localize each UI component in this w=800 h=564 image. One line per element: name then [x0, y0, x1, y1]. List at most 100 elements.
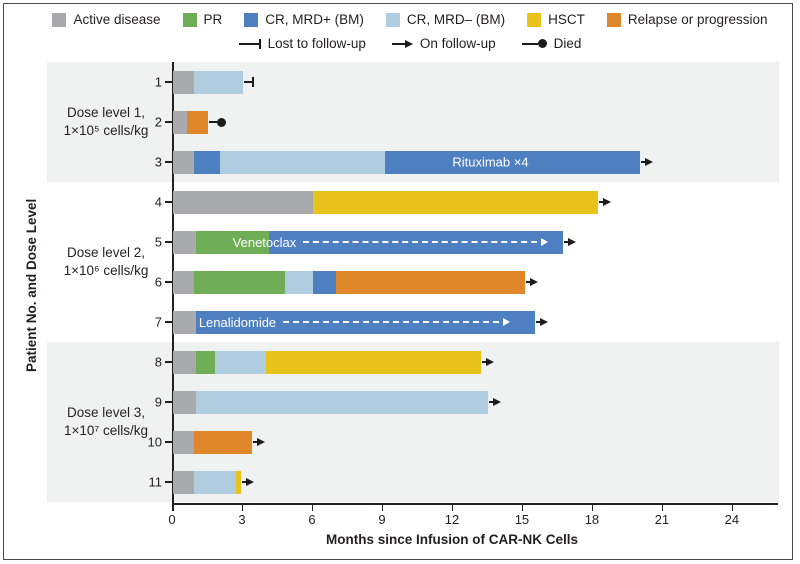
patient-number-label: 5: [154, 234, 162, 250]
patient-axis-tick: [165, 401, 172, 403]
line: [640, 161, 645, 163]
tri: [602, 198, 611, 206]
x-tick: [521, 504, 524, 511]
legend-item-label: CR, MRD+ (BM): [265, 12, 364, 27]
legend-markers: Lost to follow-up On follow-up Died: [40, 36, 780, 51]
x-axis-title: Months since Infusion of CAR-NK Cells: [325, 532, 579, 547]
patient-axis-tick: [165, 121, 172, 123]
bar-segment-active: [173, 150, 194, 174]
line: [526, 281, 531, 283]
line: [488, 401, 493, 403]
line: [481, 361, 486, 363]
line: [563, 241, 568, 243]
end-marker-arrow: [488, 396, 501, 408]
legend-item-label: HSCT: [548, 12, 585, 27]
patient-axis-tick: [165, 161, 172, 163]
legend-item-label: Died: [553, 36, 582, 51]
tri: [257, 438, 266, 446]
bar-segment-pr: [196, 230, 269, 254]
x-tick-label: 3: [238, 512, 246, 527]
legend-item-died: Died: [521, 36, 582, 51]
patient-axis-tick: [165, 361, 172, 363]
bar-segment-pr: [193, 270, 285, 294]
patient-bar-row: [173, 110, 208, 134]
bar-segment-crneg: [193, 70, 243, 94]
x-tick-label: 15: [514, 512, 530, 527]
bar-annotation-dash-line: [283, 321, 500, 323]
line: [391, 42, 405, 45]
line: [598, 201, 603, 203]
legend-item-label: Active disease: [73, 12, 161, 27]
x-tick-label: 21: [654, 512, 670, 527]
patient-number-label: 2: [154, 114, 162, 130]
patient-number-label: 9: [154, 394, 162, 410]
died-marker-icon: [521, 39, 547, 48]
bar-segment-relapse: [193, 430, 253, 454]
legend-item-relapse: Relapse or progression: [606, 12, 768, 27]
tri: [245, 478, 254, 486]
legend-item-pr: PR: [182, 12, 223, 27]
bar-segment-crneg: [284, 270, 313, 294]
bar-annotation-arrowhead-icon: [540, 238, 548, 246]
bar-segment-active: [173, 70, 194, 94]
line: [243, 81, 252, 83]
y-axis-line: [172, 62, 174, 503]
bar-segment-crpos: [193, 150, 220, 174]
legend-item-label: Relapse or progression: [627, 12, 768, 27]
legend-status: Active disease PR CR, MRD+ (BM) CR, MRD– (B…: [40, 12, 780, 27]
dose-group-label-line: Dose level 1,: [66, 104, 146, 120]
tri: [567, 238, 576, 246]
bar-segment-crneg: [196, 390, 488, 414]
patient-number-label: 8: [154, 354, 162, 370]
line: [253, 441, 258, 443]
dose-group-label-line: Dose level 3,: [66, 404, 146, 420]
end-marker-arrow: [535, 316, 548, 328]
patient-number-label: 1: [154, 74, 162, 90]
pr-swatch-icon: [182, 12, 197, 27]
bar-annotation-dash-line: [303, 241, 537, 243]
line: [535, 321, 540, 323]
x-tick-label: 18: [584, 512, 600, 527]
bar-segment-active: [173, 470, 194, 494]
line: [208, 121, 217, 123]
patient-bar-row: [173, 150, 640, 174]
x-tick-label: 6: [308, 512, 316, 527]
end-marker-arrow: [563, 236, 576, 248]
legend-item-label: PR: [203, 12, 223, 27]
bar-segment-pr: [196, 350, 215, 374]
bar-segment-crpos: [312, 270, 337, 294]
arrow-marker-icon: [391, 39, 413, 48]
x-tick-label: 9: [378, 512, 386, 527]
end-marker-arrow: [640, 156, 653, 168]
x-tick: [731, 504, 734, 511]
x-axis-line: [172, 503, 778, 505]
legend-item-hsct: HSCT: [527, 12, 585, 27]
patient-bar-row: [173, 190, 598, 214]
x-tick: [311, 504, 314, 511]
tri: [539, 318, 548, 326]
x-tick: [241, 504, 244, 511]
legend-item-label: On follow-up: [419, 36, 496, 51]
x-tick: [381, 504, 384, 511]
patient-bar-row: [173, 430, 253, 454]
legend-item-crpos: CR, MRD+ (BM): [244, 12, 364, 27]
bar-segment-active: [173, 430, 194, 454]
bar-segment-active: [173, 350, 197, 374]
x-tick-label: 0: [168, 512, 176, 527]
x-tick: [451, 504, 454, 511]
dose-group-label-line: 1×10⁷ cells/kg: [63, 423, 149, 438]
bar-segment-hsct: [312, 190, 598, 214]
x-tick: [591, 504, 594, 511]
end-marker-died: [208, 116, 226, 128]
patient-bar-row: [173, 70, 243, 94]
bar-segment-active: [173, 310, 197, 334]
bar-annotation-text: Lenalidomide: [198, 314, 277, 330]
hsct-swatch-icon: [527, 12, 542, 27]
dose-group-label-line: 1×10⁵ cells/kg: [63, 123, 149, 138]
figure-border: [3, 3, 793, 560]
legend-item-label: Lost to follow-up: [267, 36, 366, 51]
line: [238, 42, 259, 45]
tri: [404, 39, 413, 48]
bar-annotation-dashed-arrow: Venetoclax: [233, 231, 548, 254]
bar-segment-crneg: [219, 150, 386, 174]
